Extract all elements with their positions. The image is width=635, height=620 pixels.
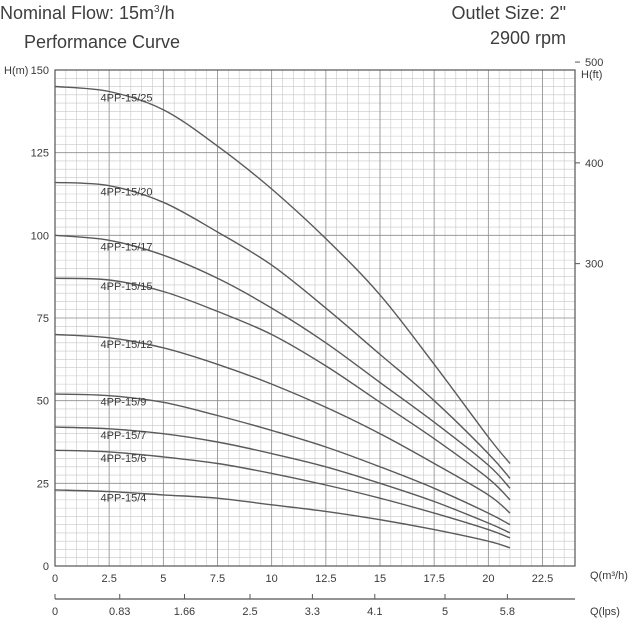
curve-4PP-15/17	[54, 234, 511, 489]
lps-tick-label: 0.83	[109, 606, 130, 618]
y-axis-title: H(m)	[4, 65, 28, 77]
series-label: 4PP-15/6	[101, 453, 147, 465]
chart-subtitle: Performance Curve	[24, 32, 181, 52]
y-tick-label: 100	[31, 230, 49, 242]
lps-tick-label: 2.5	[242, 606, 257, 618]
y2-tick-label: 400	[585, 158, 603, 170]
series-label: 4PP-15/25	[101, 92, 153, 104]
lps-tick-label: 1.66	[174, 606, 195, 618]
y2-axis-title: H(ft)	[581, 69, 602, 81]
axes	[54, 61, 580, 600]
series-label: 4PP-15/20	[101, 187, 153, 199]
series-label: 4PP-15/4	[101, 493, 147, 505]
y-tick-label: 25	[37, 478, 49, 490]
plot-frame	[54, 69, 576, 567]
curve-4PP-15/25	[54, 85, 511, 464]
nominal-flow-superscript: 3	[154, 4, 160, 15]
y-tick-label: 125	[31, 148, 49, 160]
y-tick-label: 50	[37, 396, 49, 408]
x-tick-label: 12.5	[315, 573, 336, 585]
x-axis-title: Q(m³/h)	[590, 570, 628, 582]
curves	[54, 85, 511, 549]
x-tick-label: 10	[266, 573, 278, 585]
curve-4PP-15/4	[54, 489, 511, 549]
x-tick-label: 5	[160, 573, 166, 585]
x-tick-label: 15	[374, 573, 386, 585]
lps-axis-title: Q(lps)	[590, 606, 620, 618]
curve-4PP-15/6	[54, 449, 511, 539]
lps-tick-label: 4.1	[367, 606, 382, 618]
y2-tick-label: 300	[585, 259, 603, 271]
series-label: 4PP-15/12	[101, 339, 153, 351]
series-label: 4PP-15/9	[101, 397, 147, 409]
curve-4PP-15/9	[54, 393, 511, 526]
x-tick-label: 7.5	[210, 573, 225, 585]
lps-tick-label: 5	[442, 606, 448, 618]
x-tick-label: 2.5	[102, 573, 117, 585]
x-tick-label: 17.5	[423, 573, 444, 585]
curve-4PP-15/7	[54, 426, 511, 534]
nominal-flow-title: Nominal Flow: 15m3/h	[0, 3, 175, 24]
lps-tick-label: 5.8	[500, 606, 515, 618]
series-label: 4PP-15/17	[101, 241, 153, 253]
series-labels: 4PP-15/25 4PP-15/20 4PP-15/17 4PP-15/15 4PP-…	[101, 92, 153, 504]
outlet-size-label: Outlet Size: 2"	[451, 3, 566, 23]
y-tick-label: 75	[37, 313, 49, 325]
curve-4PP-15/15	[54, 277, 511, 501]
x-tick-label: 22.5	[532, 573, 553, 585]
axis-titles: H(m) H(ft) Q(m³/h) Q(lps)	[4, 65, 628, 618]
series-label: 4PP-15/7	[101, 430, 147, 442]
curve-4PP-15/12	[54, 333, 511, 514]
x-tick-label: 0	[52, 573, 58, 585]
speed-label: 2900 rpm	[489, 28, 566, 48]
y-tick-label: 0	[43, 561, 49, 573]
nominal-flow-label: Nominal Flow: 15m	[0, 3, 155, 23]
y-tick-label: 150	[31, 65, 49, 77]
series-label: 4PP-15/15	[101, 281, 153, 293]
curve-4PP-15/20	[54, 181, 511, 479]
tick-labels: 0255075100125150300400500600700800900100…	[31, 57, 604, 618]
nominal-flow-suffix: /h	[159, 3, 175, 23]
x-tick-label: 20	[482, 573, 494, 585]
lps-tick-label: 0	[52, 606, 58, 618]
lps-tick-label: 3.3	[305, 606, 320, 618]
y2-tick-label: 500	[585, 57, 603, 69]
